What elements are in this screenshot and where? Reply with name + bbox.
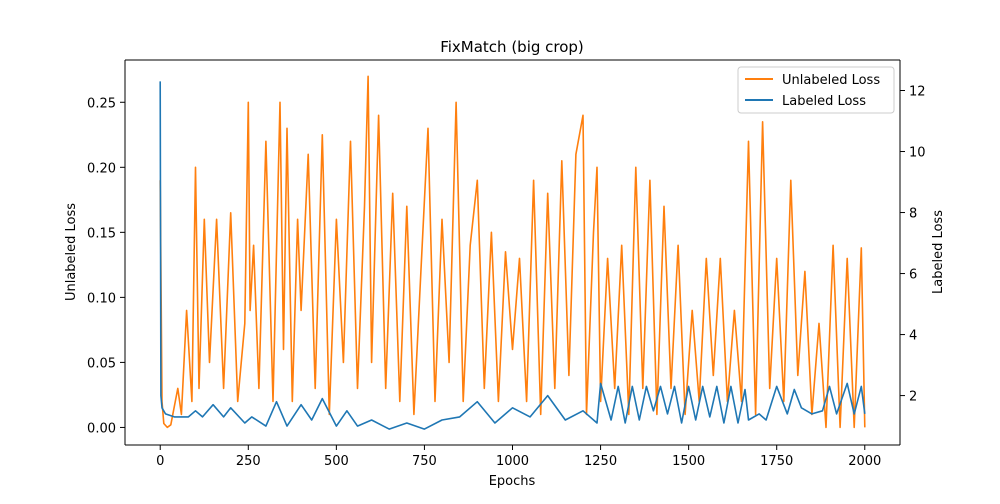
legend-box xyxy=(737,66,895,114)
y-left-tick-label: 0.25 xyxy=(87,96,116,111)
x-tick-label: 500 xyxy=(324,454,349,469)
y-left-tick-label: 0.00 xyxy=(87,421,116,436)
x-tick-label: 1750 xyxy=(760,454,793,469)
x-tick-label: 2000 xyxy=(848,454,881,469)
y-right-tick-label: 2 xyxy=(909,390,917,405)
series-layer xyxy=(159,75,866,430)
x-tick-label: 750 xyxy=(412,454,437,469)
y-left-axis-label: Unlabeled Loss xyxy=(64,203,79,301)
legend: Unlabeled Loss Labeled Loss xyxy=(737,66,895,114)
x-axis-ticks: 0 250 500 750 1000 1250 1500 1750 2000 xyxy=(156,445,881,469)
series-line-unlabeled-loss xyxy=(159,75,866,429)
legend-label-unlabeled-loss: Unlabeled Loss xyxy=(782,73,880,88)
x-tick-label: 1250 xyxy=(584,454,617,469)
x-tick-label: 250 xyxy=(236,454,261,469)
y-left-tick-label: 0.15 xyxy=(87,226,116,241)
y-left-tick-label: 0.05 xyxy=(87,356,116,371)
series-line-labeled-loss xyxy=(159,81,866,430)
legend-label-labeled-loss: Labeled Loss xyxy=(782,94,866,109)
y-right-tick-label: 10 xyxy=(909,146,926,161)
y-left-axis-ticks: 0.00 0.05 0.10 0.15 0.20 0.25 xyxy=(87,96,125,436)
y-right-tick-label: 12 xyxy=(909,85,926,100)
x-tick-label: 0 xyxy=(156,454,164,469)
y-right-tick-label: 6 xyxy=(909,268,917,283)
y-right-axis-ticks: 2 4 6 8 10 12 xyxy=(900,85,926,405)
y-left-tick-label: 0.10 xyxy=(87,291,116,306)
x-tick-label: 1500 xyxy=(672,454,705,469)
y-right-axis-label: Labeled Loss xyxy=(931,210,946,294)
y-right-tick-label: 4 xyxy=(909,329,917,344)
y-left-tick-label: 0.20 xyxy=(87,161,116,176)
chart-title: FixMatch (big crop) xyxy=(440,38,584,56)
y-right-tick-label: 8 xyxy=(909,207,917,222)
x-tick-label: 1000 xyxy=(496,454,529,469)
x-axis-label: Epochs xyxy=(489,474,536,489)
